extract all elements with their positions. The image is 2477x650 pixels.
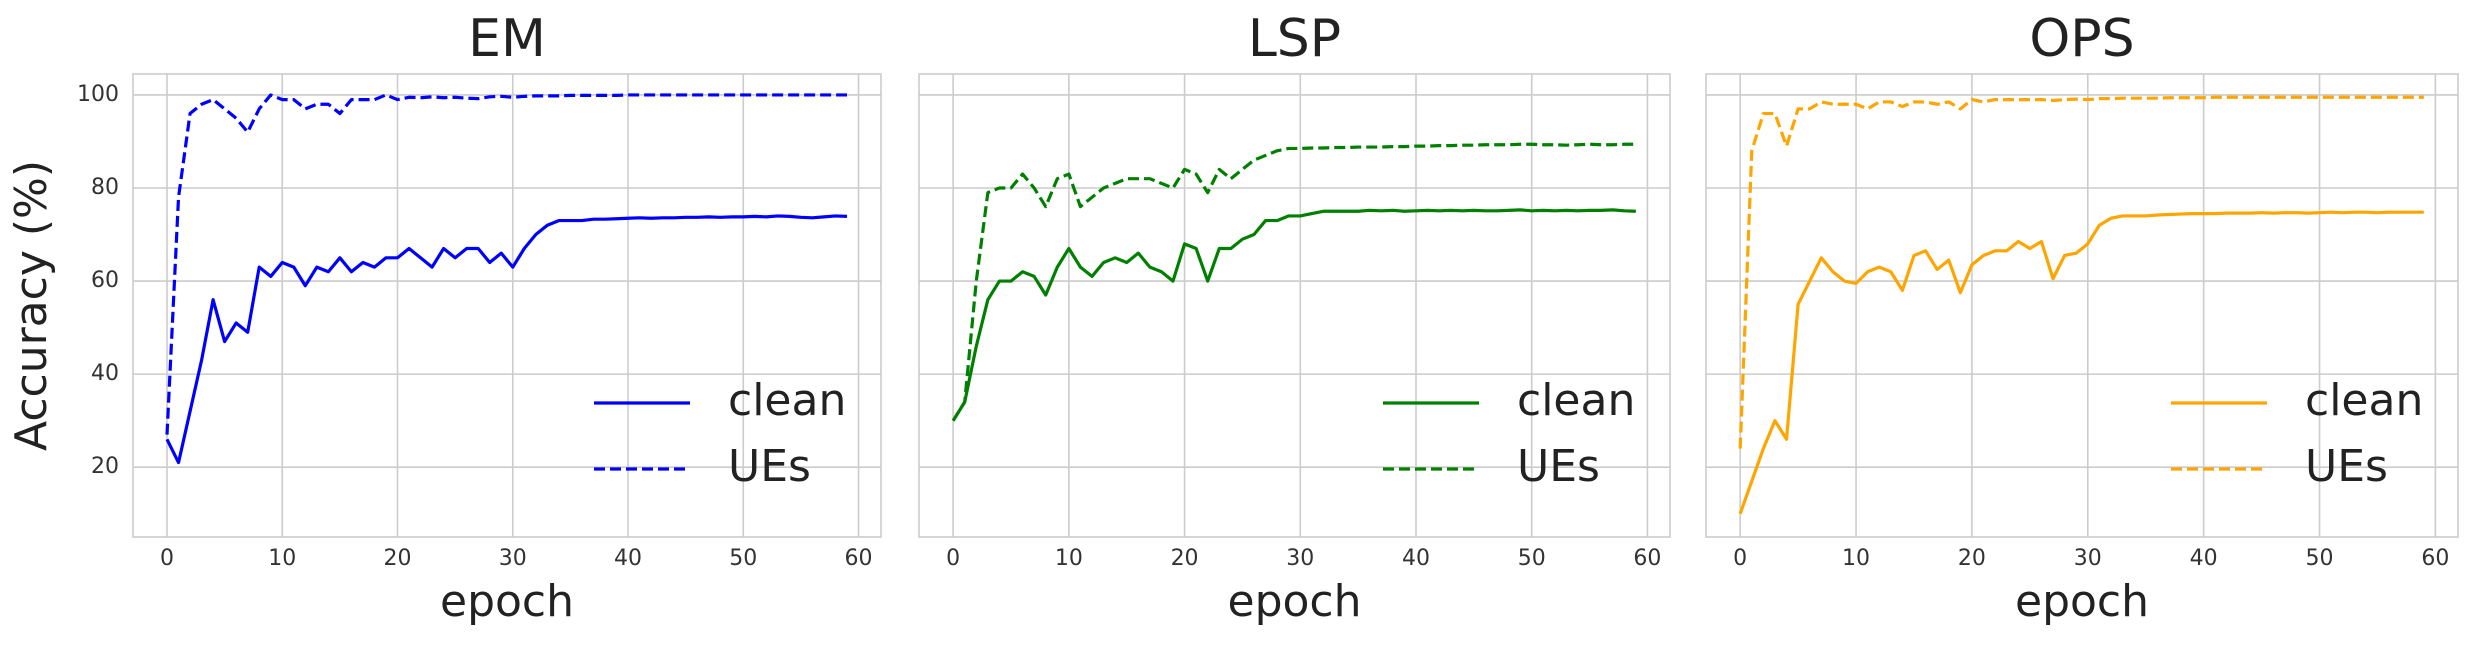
x-tick-label: 0: [946, 546, 960, 571]
x-tick-label: 30: [2074, 546, 2102, 571]
x-tick-label: 30: [499, 546, 527, 571]
y-tick-label: 80: [91, 175, 119, 200]
y-tick-label: 20: [91, 454, 119, 479]
plot-area: [1705, 73, 2459, 538]
x-tick-label: 50: [1518, 546, 1546, 571]
legend-label: clean: [1517, 375, 1635, 426]
series-line: [1738, 210, 2424, 515]
plot-area: [918, 73, 1671, 538]
chart-title: OPS: [2029, 9, 2134, 69]
x-tick-label: 0: [1733, 546, 1747, 571]
x-axis-label: epoch: [440, 576, 574, 627]
plot-area: [132, 73, 882, 538]
series-line: [951, 208, 1636, 422]
x-tick-label: 20: [1958, 546, 1986, 571]
x-tick-label: 10: [1842, 546, 1870, 571]
x-axis-label: epoch: [2015, 576, 2149, 627]
x-tick-label: 40: [1402, 546, 1430, 571]
x-tick-label: 10: [268, 546, 296, 571]
chart-title: LSP: [1248, 9, 1341, 69]
x-tick-label: 40: [614, 546, 642, 571]
legend-label: UEs: [728, 441, 811, 492]
x-tick-label: 60: [1633, 546, 1661, 571]
x-tick-label: 60: [845, 546, 873, 571]
y-tick-label: 100: [77, 82, 119, 107]
x-tick-label: 30: [1286, 546, 1314, 571]
x-tick-label: 40: [2190, 546, 2218, 571]
x-tick-label: 50: [2306, 546, 2334, 571]
x-axis-label: epoch: [1228, 576, 1362, 627]
x-tick-label: 10: [1055, 546, 1083, 571]
series-line: [1738, 95, 2424, 449]
series-line: [951, 142, 1636, 422]
y-axis-label: Accuracy (%): [6, 160, 57, 451]
x-tick-label: 0: [160, 546, 174, 571]
series-line: [165, 93, 847, 435]
legend-label: UEs: [2305, 441, 2388, 492]
x-tick-label: 50: [729, 546, 757, 571]
x-tick-label: 20: [1171, 546, 1199, 571]
legend-label: clean: [2305, 375, 2423, 426]
x-tick-label: 60: [2421, 546, 2449, 571]
y-tick-label: 40: [91, 361, 119, 386]
legend-label: UEs: [1517, 441, 1600, 492]
y-tick-label: 60: [91, 268, 119, 293]
x-tick-label: 20: [384, 546, 412, 571]
legend-label: clean: [728, 375, 846, 426]
chart-title: EM: [468, 9, 546, 69]
series-line: [165, 214, 848, 465]
